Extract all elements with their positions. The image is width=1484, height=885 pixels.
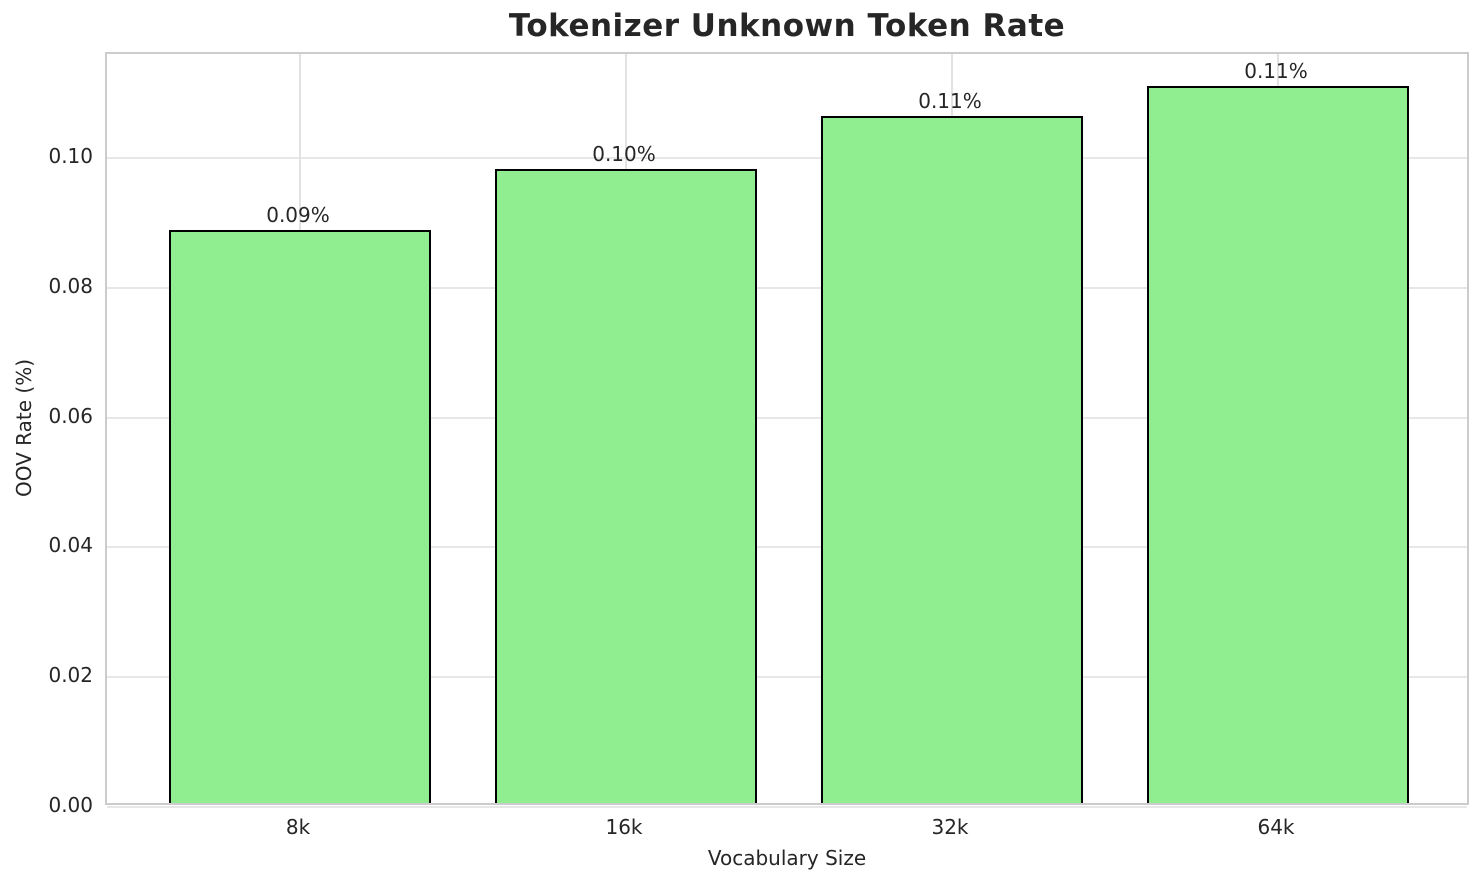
x-axis-label: Vocabulary Size [707,846,867,870]
gridline-horizontal [107,286,1467,289]
y-axis-label: OOV Rate (%) [12,359,36,497]
x-tick-label: 32k [931,815,969,839]
gridline-horizontal [107,416,1467,419]
plot-area [105,52,1469,808]
y-tick-label: 0.04 [48,533,93,558]
gridline-horizontal [107,546,1467,549]
bar-16k [495,169,757,803]
bar-value-label: 0.09% [266,202,330,227]
x-tick-label: 64k [1257,815,1295,839]
gridline-horizontal [107,676,1467,679]
x-tick-label: 16k [605,815,643,839]
bar-64k [1147,86,1409,803]
bar-value-label: 0.11% [1244,59,1308,84]
bar-value-label: 0.10% [592,142,656,167]
y-tick-label: 0.00 [48,793,93,817]
bar-value-label: 0.11% [918,88,982,113]
chart-title: Tokenizer Unknown Token Rate [508,8,1066,44]
y-tick-label: 0.08 [48,273,93,298]
y-tick-label: 0.02 [48,663,93,688]
x-tick-label: 8k [285,815,311,839]
gridline-horizontal [107,156,1467,159]
bar-8k [169,230,431,803]
y-tick-label: 0.06 [48,403,93,428]
bar-32k [821,116,1083,803]
y-tick-label: 0.10 [48,143,93,168]
gridline-horizontal [107,806,1467,808]
